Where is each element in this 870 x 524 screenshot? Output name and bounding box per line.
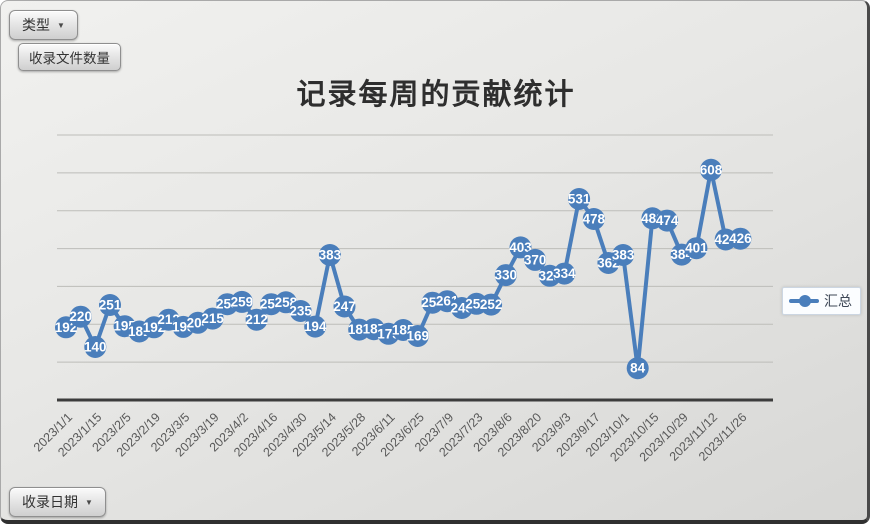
data-point-label: 252 [480, 297, 503, 312]
data-point-marker [304, 315, 327, 338]
data-point-label: 192 [55, 320, 78, 335]
data-point-marker [245, 308, 268, 331]
data-point-label: 401 [685, 241, 708, 256]
data-point-marker [509, 236, 532, 259]
data-point-label: 84 [630, 361, 646, 376]
date-field-button[interactable]: 收录日期 ▼ [9, 487, 106, 517]
data-point-marker [568, 188, 591, 210]
data-point-label: 383 [612, 248, 635, 263]
data-point-marker [69, 305, 92, 328]
data-point-marker [700, 158, 722, 181]
data-point-label: 403 [509, 240, 532, 255]
data-point-marker [230, 290, 253, 313]
legend[interactable]: 汇总 [782, 287, 861, 315]
data-point-marker [729, 227, 752, 250]
data-point-label: 235 [289, 304, 312, 319]
data-point-marker [480, 293, 503, 316]
data-point-label: 212 [245, 312, 268, 327]
data-point-marker [524, 248, 547, 271]
value-field-label: 收录文件数量 [29, 51, 110, 66]
data-point-marker [406, 325, 429, 347]
data-point-label: 474 [656, 213, 679, 228]
value-field-button[interactable]: 收录文件数量 [18, 43, 121, 71]
data-point-marker [99, 294, 121, 316]
data-point-marker [626, 357, 649, 380]
data-point-label: 169 [407, 329, 430, 344]
data-point-label: 383 [319, 248, 342, 263]
data-point-marker [201, 307, 224, 330]
data-point-marker [84, 336, 107, 358]
chevron-down-icon: ▼ [85, 498, 93, 507]
legend-label: 汇总 [824, 293, 852, 309]
data-point-label: 251 [99, 298, 122, 313]
data-point-marker [656, 209, 679, 232]
data-point-marker [289, 300, 312, 322]
data-point-label: 334 [553, 266, 576, 281]
date-field-label: 收录日期 [22, 494, 78, 510]
data-point-label: 247 [333, 299, 356, 314]
data-point-label: 531 [568, 192, 591, 207]
data-point-label: 370 [524, 252, 547, 267]
data-point-label: 259 [231, 294, 254, 309]
data-point-marker [612, 244, 635, 266]
data-point-marker [685, 237, 708, 260]
legend-dot-icon [799, 295, 811, 307]
data-point-label: 426 [729, 231, 752, 246]
data-point-marker [582, 208, 605, 230]
data-point-marker [318, 244, 341, 266]
chevron-down-icon: ▼ [57, 21, 65, 30]
chart-title: 记录每周的贡献统计 [296, 79, 576, 111]
type-field-label: 类型 [22, 17, 50, 33]
data-point-marker [333, 295, 356, 318]
data-point-label: 140 [84, 340, 107, 355]
data-point-label: 478 [583, 212, 606, 227]
data-point-label: 215 [201, 311, 224, 326]
data-point-marker [494, 264, 517, 287]
legend-line-marker-icon [789, 295, 819, 307]
data-point-label: 330 [495, 268, 518, 283]
data-point-label: 220 [69, 309, 92, 324]
data-point-label: 608 [700, 162, 723, 177]
data-point-marker [553, 262, 576, 285]
data-point-label: 194 [304, 319, 327, 334]
type-field-button[interactable]: 类型 ▼ [9, 10, 78, 40]
